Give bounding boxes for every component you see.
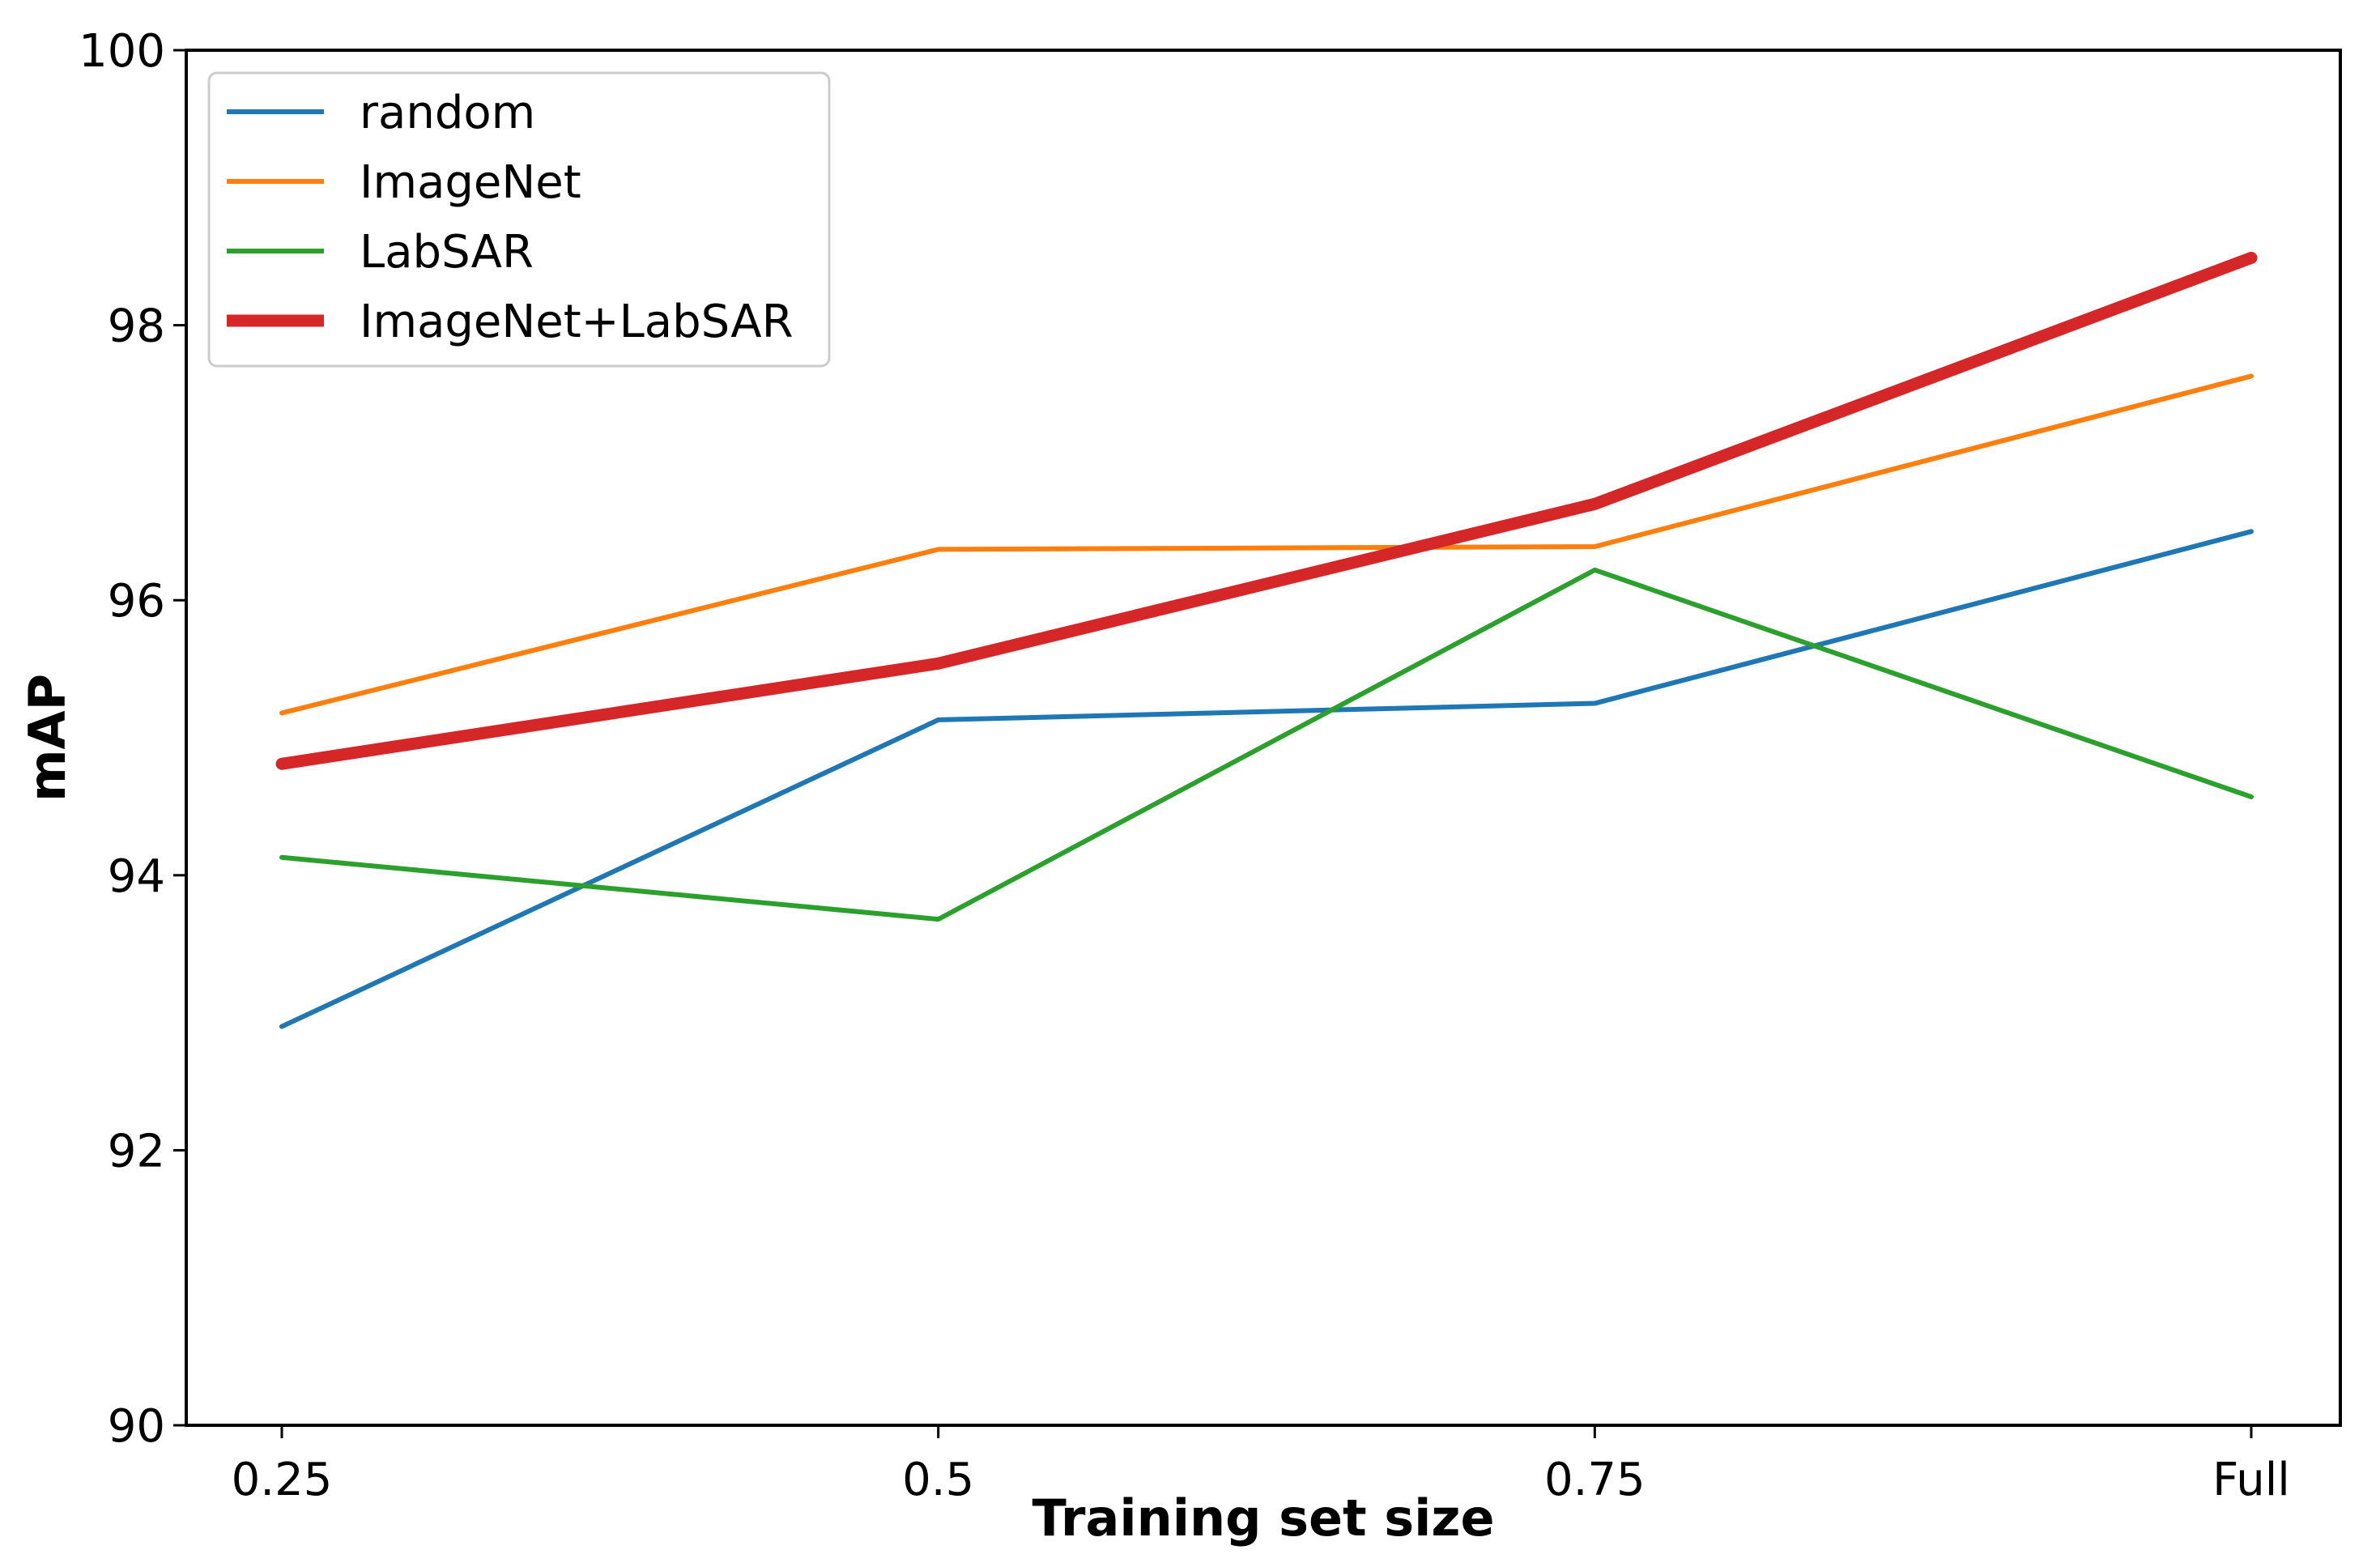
data-point bbox=[938, 719, 939, 720]
axis-ticks: 90 92 94 96 98 100 0.25 0.5 0.75 Full bbox=[79, 25, 2290, 1506]
legend-label: ImageNet+LabSAR bbox=[360, 296, 793, 348]
data-point bbox=[938, 919, 939, 920]
data-point bbox=[938, 663, 939, 664]
legend-label: LabSAR bbox=[360, 226, 534, 279]
data-point bbox=[1594, 703, 1595, 704]
series-line-imagenet-labsar bbox=[275, 251, 2258, 770]
y-axis-label: mAP bbox=[18, 674, 77, 802]
data-point bbox=[1594, 504, 1595, 505]
series-lines bbox=[275, 251, 2258, 1029]
y-tick-label: 96 bbox=[108, 575, 165, 628]
y-tick-label: 94 bbox=[108, 850, 165, 903]
x-tick-label: 0.75 bbox=[1544, 1454, 1646, 1506]
data-point bbox=[282, 1026, 283, 1027]
data-point bbox=[1594, 546, 1595, 547]
y-tick-label: 100 bbox=[79, 25, 165, 78]
legend-label: random bbox=[360, 87, 535, 139]
data-point bbox=[2251, 531, 2252, 532]
x-tick-label: Full bbox=[2212, 1454, 2290, 1506]
x-tick-label: 0.5 bbox=[902, 1454, 974, 1506]
plot-frame bbox=[185, 49, 2342, 1427]
x-tick-label: 0.25 bbox=[232, 1454, 333, 1506]
x-axis-label: Training set size bbox=[1032, 1488, 1494, 1548]
legend: random ImageNet LabSAR ImageNet+LabSAR bbox=[207, 71, 831, 368]
data-point bbox=[2251, 376, 2252, 377]
y-tick-label: 90 bbox=[108, 1400, 165, 1453]
series-line-imagenet bbox=[279, 373, 2254, 716]
legend-label: ImageNet bbox=[360, 156, 581, 209]
series-line-labsar bbox=[279, 567, 2254, 922]
legend-box bbox=[207, 71, 831, 368]
data-point bbox=[2251, 797, 2252, 798]
data-point bbox=[938, 549, 939, 550]
y-tick-label: 98 bbox=[108, 300, 165, 353]
data-point bbox=[1594, 569, 1595, 570]
series-line-random bbox=[279, 529, 2254, 1029]
data-point bbox=[282, 857, 283, 858]
y-tick-label: 92 bbox=[108, 1125, 165, 1177]
